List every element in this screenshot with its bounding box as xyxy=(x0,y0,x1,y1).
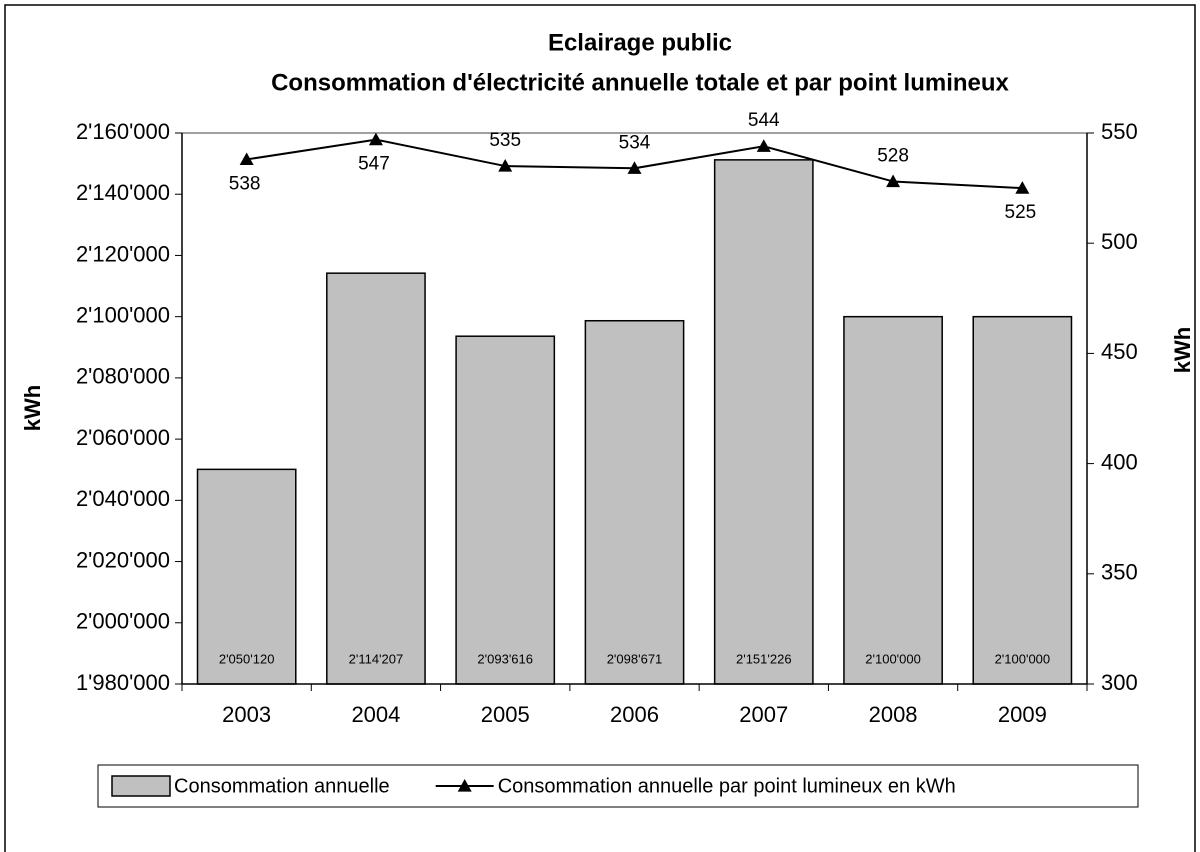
line-marker xyxy=(239,152,254,166)
line-marker xyxy=(498,159,513,172)
x-tick-label: 2003 xyxy=(222,702,271,727)
bar-value-label: 2'093'616 xyxy=(477,651,533,666)
x-tick-label: 2009 xyxy=(998,702,1047,727)
y2-tick-label: 400 xyxy=(1101,449,1138,474)
y2-tick-label: 550 xyxy=(1101,119,1138,144)
line-value-label: 547 xyxy=(358,154,390,175)
line-value-label: 544 xyxy=(748,110,780,131)
bar xyxy=(455,335,556,685)
line-marker xyxy=(886,174,901,188)
y-tick-label: 2'040'000 xyxy=(76,486,170,511)
line-value-label: 535 xyxy=(489,130,521,151)
x-tick-label: 2005 xyxy=(481,702,530,727)
bar-value-label: 2'114'207 xyxy=(349,651,404,666)
y2-tick-label: 300 xyxy=(1101,670,1138,695)
x-tick-label: 2007 xyxy=(739,702,788,727)
line-marker xyxy=(627,161,642,174)
line-marker xyxy=(756,139,771,152)
line-marker xyxy=(1015,181,1030,194)
y-tick-label: 2'120'000 xyxy=(76,241,170,266)
y2-tick-label: 350 xyxy=(1101,560,1138,585)
y-tick-label: 2'000'000 xyxy=(76,609,170,634)
y-axis-label: kWh xyxy=(20,385,45,431)
legend-swatch xyxy=(111,775,171,797)
y2-tick-label: 500 xyxy=(1101,229,1138,254)
line-value-label: 538 xyxy=(229,173,261,194)
legend-marker xyxy=(457,779,472,792)
line-value-label: 534 xyxy=(619,132,651,153)
y-tick-label: 2'060'000 xyxy=(76,425,170,450)
bar-value-label: 2'100'000 xyxy=(995,651,1051,666)
line-value-label: 525 xyxy=(1005,202,1037,223)
y2-tick-label: 450 xyxy=(1101,339,1138,364)
y-tick-label: 2'140'000 xyxy=(76,180,170,205)
bar-value-label: 2'098'671 xyxy=(607,651,663,666)
bar xyxy=(584,319,685,685)
chart-title: Eclairage public xyxy=(548,29,732,56)
line-value-label: 528 xyxy=(877,146,909,167)
y-tick-label: 2'100'000 xyxy=(76,302,170,327)
bar-value-label: 2'100'000 xyxy=(865,651,921,666)
x-tick-label: 2008 xyxy=(869,702,918,727)
legend-label: Consommation annuelle par point lumineux… xyxy=(498,775,956,797)
line-marker xyxy=(368,132,383,146)
y-tick-label: 1'980'000 xyxy=(76,670,170,695)
x-tick-label: 2006 xyxy=(610,702,659,727)
bar xyxy=(326,272,426,685)
legend-box xyxy=(97,764,1139,808)
bar xyxy=(843,315,943,685)
bar-value-label: 2'151'226 xyxy=(736,651,792,666)
bar xyxy=(713,159,814,685)
chart-subtitle: Consommation d'électricité annuelle tota… xyxy=(271,69,1009,96)
legend-label: Consommation annuelle xyxy=(174,775,390,797)
y-tick-label: 2'080'000 xyxy=(76,364,170,389)
bar xyxy=(972,315,1073,685)
y2-axis-label: kWh xyxy=(1170,327,1195,373)
y-tick-label: 2'020'000 xyxy=(76,547,170,572)
bar-value-label: 2'050'120 xyxy=(219,651,275,666)
x-tick-label: 2004 xyxy=(351,702,400,727)
y-tick-label: 2'160'000 xyxy=(76,119,170,144)
bar xyxy=(196,468,297,685)
